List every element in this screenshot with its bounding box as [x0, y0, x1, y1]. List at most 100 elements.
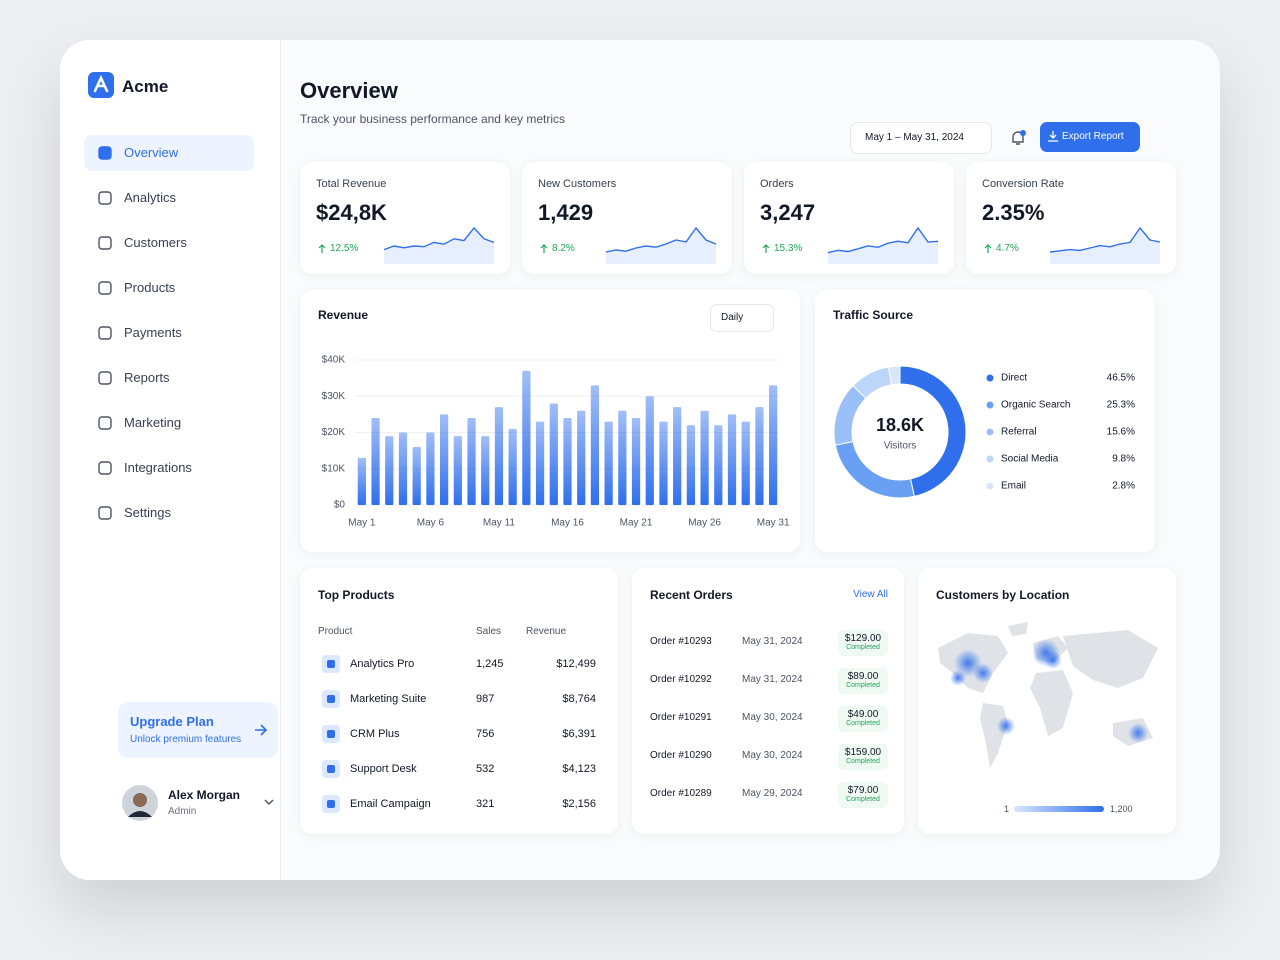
legend-swatch: [986, 374, 994, 382]
product-sales: 532: [476, 763, 495, 775]
order-id: Order #10291: [650, 712, 712, 723]
order-amount: $159.00: [844, 747, 882, 758]
brand-name: Acme: [122, 77, 169, 96]
kpi-label: Conversion Rate: [982, 178, 1064, 190]
logo-mark: [93, 74, 109, 93]
user-role: Admin: [168, 806, 197, 817]
x-tick-label: May 26: [688, 518, 721, 529]
product-icon: [322, 795, 340, 813]
user-menu[interactable]: Alex Morgan Admin: [122, 785, 274, 825]
upgrade-title: Upgrade Plan: [130, 714, 214, 729]
order-date: May 30, 2024: [742, 750, 803, 761]
center-value: 18.6K: [876, 415, 924, 435]
arrow: [762, 244, 770, 253]
nav-icon-shape: [98, 281, 112, 295]
download-icon: [1048, 131, 1058, 142]
badge: [1020, 130, 1026, 136]
page-title: Overview: [300, 78, 398, 103]
traffic-card: Traffic Source Direct 46.5% Organic Search 2…: [815, 290, 1155, 552]
date-picker[interactable]: May 1 – May 31, 2024: [850, 122, 992, 154]
nav-icon-shape: [98, 191, 112, 205]
bar: [659, 421, 668, 505]
nav-item[interactable]: Payments: [84, 315, 254, 351]
product-revenue: $6,391: [562, 728, 596, 740]
nav-icon: [98, 506, 112, 520]
up-arrow: [540, 244, 548, 253]
value-label: 25.3%: [1107, 400, 1135, 411]
bar: [645, 396, 654, 505]
nav-item[interactable]: Integrations: [84, 450, 254, 486]
bar: [412, 447, 421, 505]
sparkline-area: [384, 228, 494, 264]
period-select[interactable]: Daily: [710, 304, 774, 332]
sparkline-line: [383, 226, 495, 251]
nav-icon-shape: [98, 146, 112, 160]
value-label: 15.6%: [1107, 427, 1135, 438]
order-status: Completed: [846, 796, 880, 803]
download: [1048, 131, 1058, 142]
y-tick-label: $0: [334, 500, 346, 511]
nav-item[interactable]: Overview: [84, 135, 254, 171]
icon-glyph: [327, 730, 335, 738]
bar: [357, 457, 366, 505]
arrow: [318, 244, 326, 253]
x-tick-label: May 31: [757, 518, 790, 529]
world-map: [938, 622, 1158, 768]
scale-min: 1: [1004, 804, 1010, 814]
location-card: Customers by Location 1 1,200: [918, 568, 1176, 834]
nav-label: Overview: [124, 145, 179, 160]
value-label: 9.8%: [1112, 454, 1135, 465]
kpi-value: 2.35%: [982, 200, 1045, 225]
x-tick-label: May 21: [620, 518, 653, 529]
bar: [467, 418, 476, 505]
bar: [618, 410, 627, 505]
bar: [769, 385, 778, 505]
bar: [686, 425, 695, 505]
export-button[interactable]: Export Report: [1040, 122, 1140, 152]
notifications: [1012, 130, 1026, 145]
nav-icon-shape: [98, 371, 112, 385]
continent: [1063, 630, 1158, 688]
kpi-value: 1,429: [538, 200, 594, 225]
bar: [535, 421, 545, 505]
product-revenue: $2,156: [562, 798, 596, 810]
column-header: Revenue: [526, 626, 567, 637]
x-tick-label: May 1: [348, 518, 376, 529]
upgrade-card[interactable]: Upgrade Plan Unlock premium features: [118, 702, 278, 758]
product-name: CRM Plus: [350, 728, 400, 740]
product-sales: 987: [476, 693, 495, 705]
product-name: Analytics Pro: [350, 658, 415, 670]
order-amount: $49.00: [847, 709, 879, 720]
kpi-change: 12.5%: [330, 243, 359, 254]
nav-item[interactable]: Reports: [84, 360, 254, 396]
nav-icon: [98, 326, 112, 340]
nav-item[interactable]: Products: [84, 270, 254, 306]
nav-icon: [98, 191, 112, 205]
bar: [755, 407, 764, 505]
nav-label: Products: [124, 280, 176, 295]
y-tick-label: $30K: [322, 391, 346, 402]
y-tick-label: $20K: [322, 427, 346, 438]
nav-item[interactable]: Settings: [84, 495, 254, 531]
nav-icon: [98, 281, 112, 295]
x-tick-label: May 6: [417, 518, 445, 529]
x-tick-label: May 11: [483, 518, 515, 529]
avatar-head: [133, 793, 147, 807]
bar: [385, 436, 394, 505]
product-icon: [322, 725, 340, 743]
card-title: Customers by Location: [936, 588, 1070, 602]
nav-item[interactable]: Analytics: [84, 180, 254, 216]
sparkline-line: [827, 226, 939, 254]
recent-orders-card: Recent Orders View All Order #10293 May 31,…: [632, 568, 904, 834]
order-date: May 31, 2024: [742, 674, 803, 685]
bar: [563, 418, 572, 505]
scale-max: 1,200: [1110, 804, 1133, 814]
nav-item[interactable]: Marketing: [84, 405, 254, 441]
product-revenue: $12,499: [556, 658, 596, 670]
nav-item[interactable]: Customers: [84, 225, 254, 261]
view-all-link[interactable]: View All: [853, 589, 888, 600]
hotspot: [1128, 723, 1148, 743]
upgrade-subtitle: Unlock premium features: [130, 734, 242, 745]
legend-label: Direct: [1001, 373, 1027, 384]
kpi-card: Total Revenue $24,8K 12.5%: [300, 162, 510, 274]
